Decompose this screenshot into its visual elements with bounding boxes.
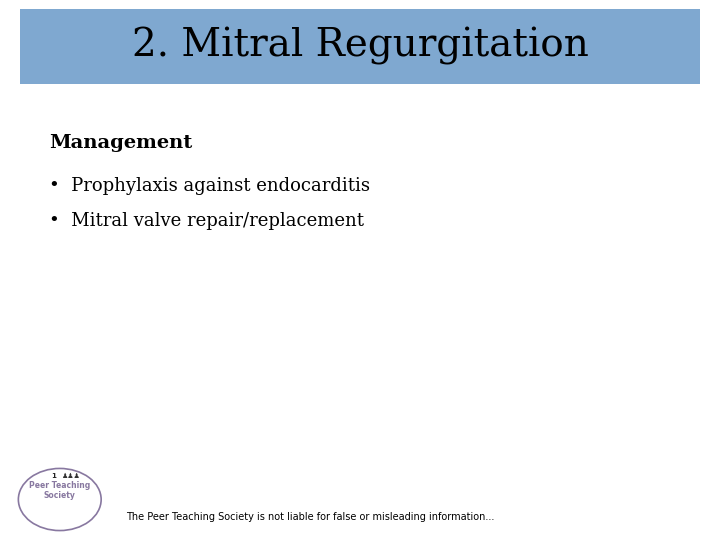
Text: 1: 1 [51, 472, 56, 479]
Ellipse shape [19, 468, 101, 530]
Text: Management: Management [49, 134, 192, 152]
FancyBboxPatch shape [20, 9, 700, 84]
Text: •  Mitral valve repair/replacement: • Mitral valve repair/replacement [49, 212, 364, 231]
Text: Peer Teaching: Peer Teaching [29, 482, 91, 490]
Text: The Peer Teaching Society is not liable for false or misleading information...: The Peer Teaching Society is not liable … [126, 512, 495, 522]
Text: ♟♟♟: ♟♟♟ [62, 472, 81, 479]
Text: •  Prophylaxis against endocarditis: • Prophylaxis against endocarditis [49, 177, 370, 195]
Text: 2. Mitral Regurgitation: 2. Mitral Regurgitation [132, 28, 588, 65]
Text: Society: Society [44, 491, 76, 500]
